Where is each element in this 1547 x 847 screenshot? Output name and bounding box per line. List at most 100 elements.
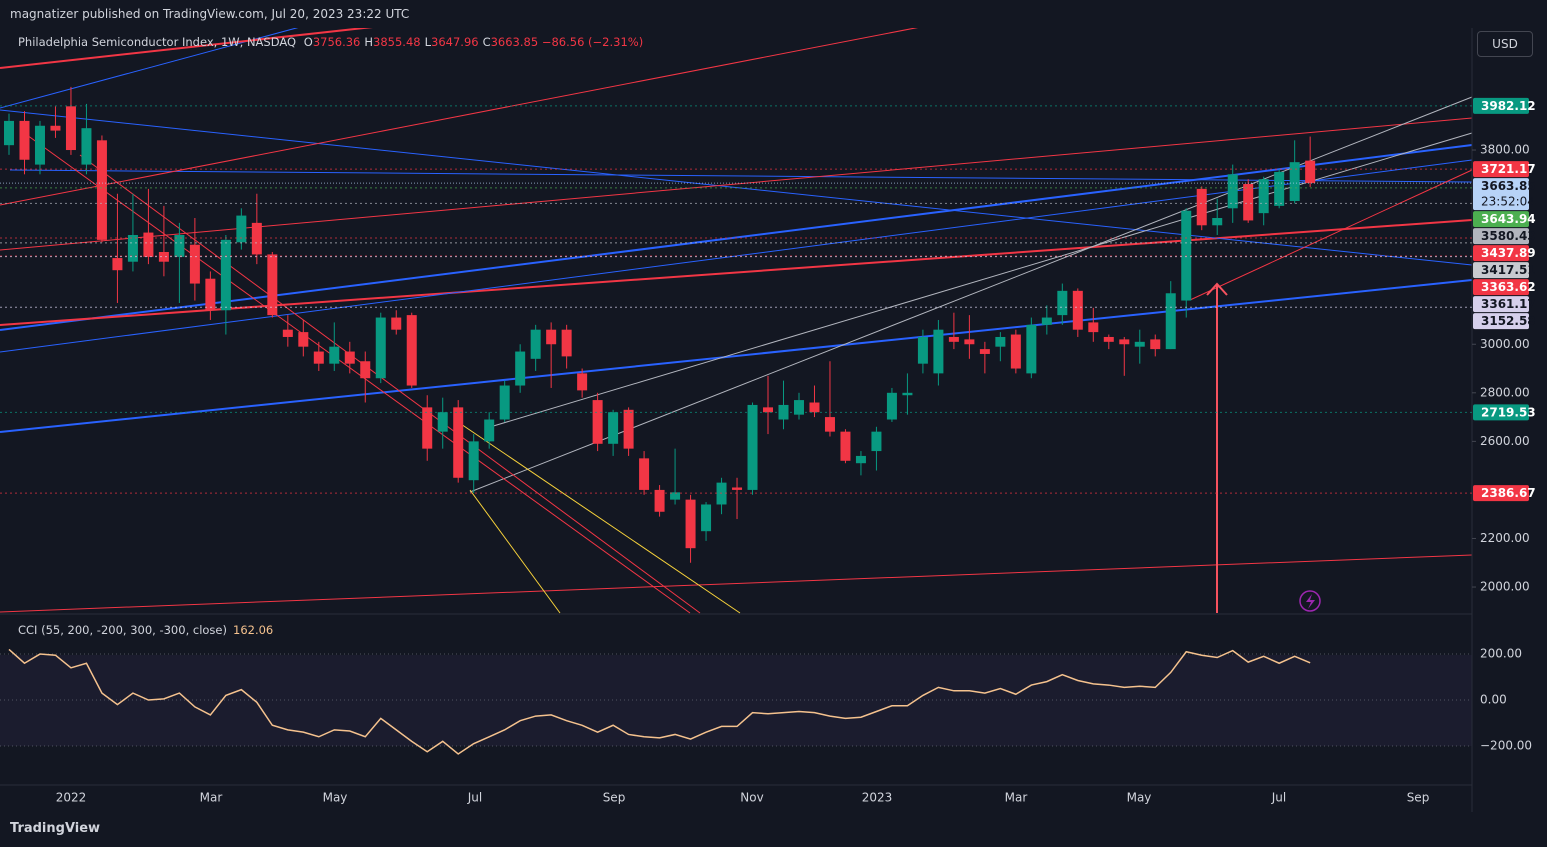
- ohlc-key: H: [364, 35, 374, 49]
- price-badge-label: 3663.85: [1481, 179, 1536, 193]
- symbol: Philadelphia Semiconductor Index, 1W, NA…: [18, 35, 297, 49]
- cci-line: [8, 648, 1311, 755]
- candle-body: [592, 400, 603, 444]
- candle-body: [840, 431, 851, 461]
- candle-body: [205, 278, 216, 311]
- currency-button[interactable]: USD: [1477, 31, 1533, 57]
- candle-body: [158, 251, 169, 262]
- candle-body: [1119, 339, 1130, 345]
- price-badge-label: 3721.17: [1481, 162, 1536, 176]
- price-badge-label: 3437.89: [1481, 246, 1536, 260]
- candle-body: [515, 351, 526, 386]
- candle-body: [546, 329, 557, 345]
- price-badge-label: 3580.43: [1481, 229, 1536, 243]
- candle-body: [855, 455, 866, 464]
- price-badge: [1473, 485, 1529, 502]
- candle-body: [608, 412, 619, 444]
- candle-body: [1165, 293, 1176, 350]
- x-tick-label: Sep: [1407, 791, 1430, 805]
- price-badge: [1473, 279, 1529, 296]
- x-tick-label: May: [1127, 791, 1152, 805]
- candle-body: [933, 329, 944, 374]
- candle-body: [81, 128, 92, 165]
- candle-body: [1026, 324, 1037, 374]
- cci-legend: CCI (55, 200, -200, 300, -300, close) 162…: [18, 623, 273, 637]
- candle-body: [1274, 171, 1285, 206]
- y-tick-label: 2200.00: [1480, 531, 1530, 545]
- candle-body: [375, 317, 386, 379]
- ohlc-key: L: [424, 35, 432, 49]
- candle-body: [902, 392, 913, 396]
- candle-body: [4, 120, 14, 146]
- x-tick-label: Mar: [200, 791, 223, 805]
- candle-body: [406, 315, 417, 386]
- candle-body: [809, 402, 820, 413]
- price-badge: [1473, 161, 1529, 178]
- candle-body: [763, 407, 774, 413]
- candle-body: [1289, 162, 1300, 202]
- price-badge: [1473, 296, 1529, 313]
- price-badge-label: 2719.53: [1481, 405, 1536, 419]
- candle-body: [220, 239, 231, 311]
- ohlc-value: 3647.96: [431, 35, 479, 49]
- ohlc-key: O: [303, 35, 313, 49]
- candle-body: [654, 489, 665, 512]
- candle-body: [96, 140, 107, 240]
- logo[interactable]: TradingView: [10, 821, 101, 836]
- price-badge-label: 3363.62: [1481, 280, 1536, 294]
- ohlc-value: 3663.85: [490, 35, 539, 49]
- candle-body: [453, 407, 464, 478]
- candle-body: [344, 351, 355, 364]
- candle-body: [1134, 341, 1145, 347]
- x-tick-label: Sep: [603, 791, 626, 805]
- ohlc-value: 3855.48: [373, 35, 421, 49]
- candle-body: [1212, 218, 1223, 226]
- candle-body: [313, 351, 324, 364]
- candle-body: [1103, 336, 1114, 342]
- candle-body: [282, 329, 293, 337]
- y-tick-label: 3000.00: [1480, 337, 1530, 351]
- price-badge-label: 3643.94: [1481, 212, 1536, 226]
- candle-body: [1227, 174, 1238, 209]
- price-badge-label: 3152.58: [1481, 314, 1536, 328]
- price-badge: [1473, 262, 1529, 279]
- candle-body: [422, 407, 433, 449]
- candle-body: [174, 235, 185, 257]
- y-tick-label: 2800.00: [1480, 385, 1530, 399]
- price-badge-label: 2386.67: [1481, 486, 1536, 500]
- x-tick-label: 2023: [862, 791, 893, 805]
- candle-body: [623, 409, 634, 449]
- candle-body: [1150, 339, 1161, 350]
- candle-body: [360, 361, 371, 379]
- x-tick-label: Mar: [1005, 791, 1028, 805]
- y-tick-label: 2600.00: [1480, 434, 1530, 448]
- candle-body: [484, 419, 495, 442]
- x-tick-label: Jul: [467, 791, 482, 805]
- price-badge-label: 3982.12: [1481, 99, 1536, 113]
- candle-body: [236, 215, 247, 243]
- candle-body: [948, 336, 959, 342]
- price-badge: [1473, 404, 1529, 421]
- y-tick-label: 3800.00: [1480, 143, 1530, 157]
- candle-body: [1258, 179, 1269, 214]
- candle-body: [1072, 290, 1083, 330]
- candle-body: [530, 329, 541, 359]
- candle-body: [1196, 188, 1207, 226]
- candle-body: [112, 258, 123, 271]
- cci-value: 162.06: [233, 623, 274, 637]
- candle-body: [995, 336, 1006, 347]
- candle-body: [437, 412, 448, 432]
- candle-body: [34, 125, 45, 165]
- candles: [4, 86, 1316, 563]
- candle-body: [561, 329, 572, 357]
- candle-body: [670, 492, 681, 500]
- candle-body: [778, 404, 789, 420]
- candle-body: [964, 339, 975, 345]
- candle-body: [1243, 184, 1254, 221]
- candle-body: [732, 487, 743, 490]
- price-badge: [1473, 178, 1529, 211]
- countdown: 23:52:04: [1481, 195, 1535, 209]
- ohlc: O3756.36 H3855.48 L3647.96 C3663.85: [300, 35, 538, 49]
